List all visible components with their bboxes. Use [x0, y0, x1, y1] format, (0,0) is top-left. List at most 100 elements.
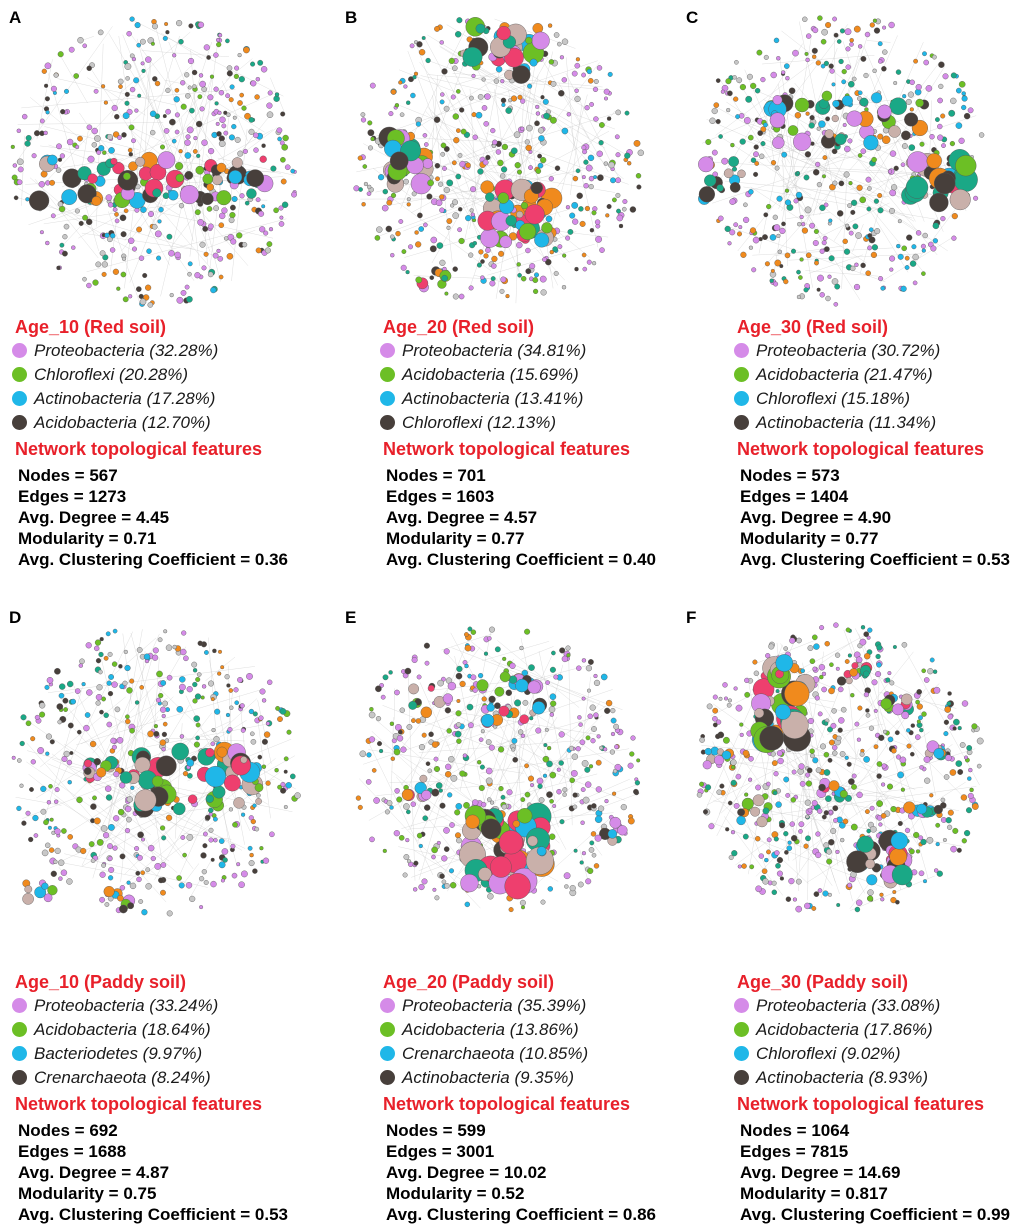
network-hub-node	[741, 797, 754, 810]
network-node	[415, 241, 422, 248]
network-node	[752, 659, 758, 665]
network-node	[410, 801, 417, 807]
network-edge	[481, 641, 550, 661]
network-edge	[582, 676, 591, 740]
network-node	[853, 25, 861, 33]
network-node	[96, 150, 102, 155]
network-node	[811, 906, 817, 911]
network-hub-node	[594, 815, 603, 824]
network-hub-node	[419, 774, 428, 783]
network-node	[921, 248, 926, 253]
network-node	[63, 750, 70, 758]
network-node	[195, 735, 200, 741]
network-node	[795, 170, 800, 175]
network-node	[102, 254, 109, 261]
network-node	[58, 859, 65, 866]
network-node	[30, 759, 36, 765]
network-node	[892, 645, 897, 650]
network-node	[78, 663, 84, 668]
network-hub-node	[401, 788, 414, 801]
network-node	[278, 205, 284, 211]
network-node	[259, 226, 266, 233]
network-node	[159, 144, 165, 150]
network-node	[952, 726, 957, 731]
network-node	[203, 650, 209, 655]
network-hub-node	[499, 235, 512, 249]
network-node	[117, 78, 124, 85]
network-node	[421, 36, 426, 41]
network-node	[377, 741, 383, 747]
network-hub-node	[737, 169, 746, 179]
network-node	[89, 740, 97, 748]
network-hub-node	[212, 785, 226, 799]
network-hub-node	[204, 766, 227, 788]
stat-clustering: Avg. Clustering Coefficient = 0.40	[386, 550, 657, 569]
network-node	[512, 756, 518, 763]
network-node	[423, 804, 431, 811]
network-node	[817, 888, 823, 893]
network-node	[450, 203, 455, 208]
network-node	[729, 198, 736, 205]
network-node	[561, 285, 567, 290]
network-node	[587, 78, 594, 84]
network-node	[857, 153, 863, 158]
legend-label: Proteobacteria (33.24%)	[34, 996, 219, 1015]
network-node	[739, 83, 747, 91]
network-node	[54, 828, 61, 835]
network-hub-node	[427, 684, 435, 692]
network-node	[174, 251, 181, 259]
network-hub-node	[532, 701, 546, 715]
network-node	[124, 805, 132, 813]
network-hub-node	[505, 215, 517, 227]
network-node	[67, 779, 72, 785]
network-node	[77, 135, 83, 142]
network-node	[882, 49, 888, 55]
network-node	[901, 143, 908, 149]
network-edge	[781, 160, 823, 241]
network-node	[848, 778, 855, 785]
network-node	[822, 890, 829, 897]
network-node	[248, 117, 255, 123]
network-hub-node	[205, 748, 215, 758]
network-node	[571, 70, 578, 77]
stat-nodes: Nodes = 1064	[740, 1121, 850, 1140]
network-hub-node	[408, 701, 418, 710]
network-node	[382, 188, 388, 195]
network-node	[96, 838, 104, 846]
panel-label: D	[9, 608, 22, 627]
network-node	[200, 852, 207, 859]
network-node	[776, 195, 783, 202]
network-node	[199, 876, 205, 882]
network-node	[406, 197, 411, 202]
network-node	[256, 793, 261, 798]
network-node	[627, 817, 635, 825]
network-node	[525, 144, 532, 152]
network-node	[805, 772, 811, 778]
network-node	[571, 753, 579, 760]
network-node	[542, 755, 550, 763]
network-node	[236, 232, 243, 239]
network-node	[195, 722, 201, 728]
network-node	[101, 862, 107, 868]
network-node	[535, 104, 540, 109]
network-node	[470, 212, 475, 217]
network-node	[851, 199, 858, 206]
network-node	[208, 827, 214, 833]
network-node	[863, 756, 870, 763]
network-node	[153, 723, 158, 729]
network-node	[424, 142, 429, 147]
network-node	[770, 160, 777, 166]
network-node	[241, 105, 247, 111]
network-node	[237, 150, 244, 157]
network-node	[776, 870, 783, 877]
network-node	[950, 72, 957, 79]
panel-info: Age_10 (Paddy soil) Proteobacteria (33.2…	[12, 970, 288, 1225]
network-edge	[480, 748, 630, 774]
network-node	[951, 235, 957, 241]
network-node	[819, 625, 825, 631]
network-node	[498, 786, 504, 792]
network-node	[192, 84, 197, 89]
network-node	[877, 41, 883, 47]
legend-item: Chloroflexi (12.13%)	[380, 411, 656, 435]
network-node	[254, 94, 260, 100]
